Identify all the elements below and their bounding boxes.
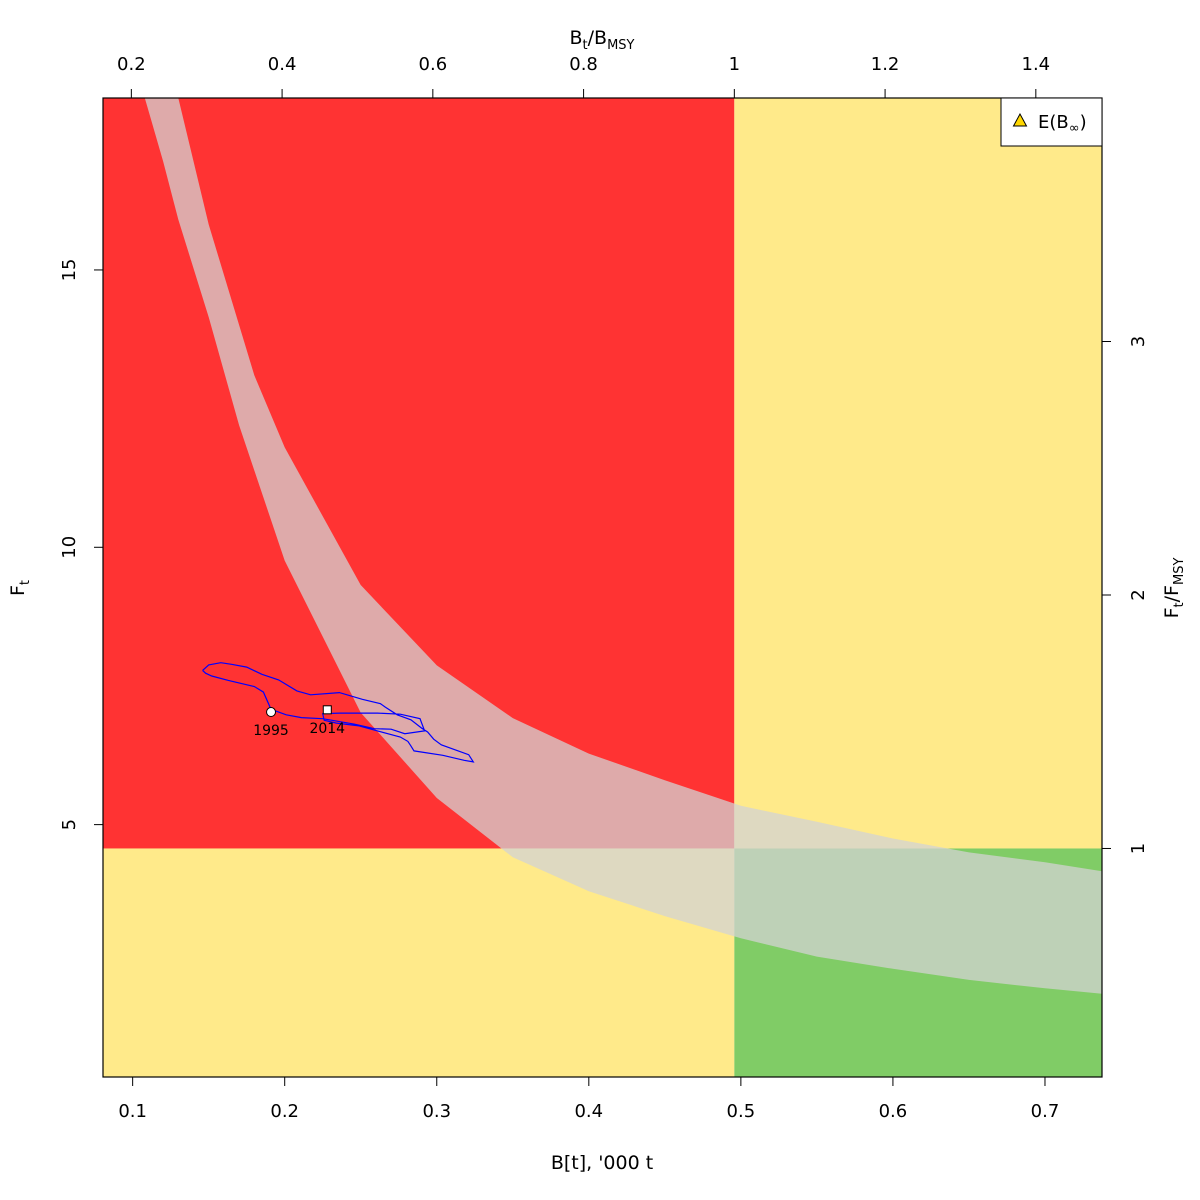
legend: E(B∞) — [1000, 97, 1103, 147]
bottom-tick-label: 0.4 — [574, 1101, 603, 1122]
bottom-axis-title: B[t], '000 t — [551, 1152, 653, 1174]
bottom-axis: 0.1 0.2 0.3 0.4 0.5 0.6 0.7 — [118, 1077, 1059, 1122]
equilibrium-band — [144, 98, 1102, 994]
plot-area: 1995 2014 — [103, 98, 1102, 1077]
bottom-tick-label: 0.7 — [1031, 1101, 1060, 1122]
left-axis-title: Ft — [7, 580, 33, 596]
top-tick-label: 0.6 — [419, 54, 448, 75]
top-axis-title: Bt/BMSY — [569, 27, 634, 53]
triangle-icon — [1012, 112, 1028, 127]
bottom-tick-label: 0.2 — [270, 1101, 299, 1122]
right-axis: 1 2 3 — [1102, 336, 1149, 854]
right-tick-label: 2 — [1128, 589, 1149, 600]
top-tick-label: 0.4 — [268, 54, 297, 75]
top-axis: 0.2 0.4 0.6 0.8 1 1.2 1.4 — [117, 54, 1050, 98]
bottom-tick-label: 0.6 — [879, 1101, 908, 1122]
year-markers: 1995 2014 — [253, 705, 345, 739]
plot-border — [102, 97, 1103, 1078]
top-tick-label: 0.8 — [569, 54, 598, 75]
right-tick-label: 3 — [1128, 336, 1149, 347]
marker-2014 — [322, 705, 332, 715]
bottom-tick-label: 0.1 — [118, 1101, 147, 1122]
left-axis: 5 10 15 — [59, 258, 103, 830]
top-tick-label: 1.2 — [871, 54, 900, 75]
top-tick-label: 0.2 — [117, 54, 146, 75]
legend-label: E(B∞) — [1038, 112, 1087, 136]
right-axis-title: Ft/FMSY — [1161, 558, 1187, 619]
year-label-2014: 2014 — [309, 721, 345, 737]
left-tick-label: 5 — [59, 819, 80, 830]
year-label-1995: 1995 — [253, 723, 289, 739]
stock-trajectory-line — [202, 662, 475, 763]
bottom-tick-label: 0.3 — [422, 1101, 451, 1122]
marker-1995 — [266, 707, 277, 718]
top-tick-label: 1 — [729, 54, 740, 75]
bottom-tick-label: 0.5 — [727, 1101, 756, 1122]
left-tick-label: 10 — [59, 536, 80, 559]
right-tick-label: 1 — [1128, 843, 1149, 854]
zone-healthy-overfishing — [734, 98, 1102, 849]
top-tick-label: 1.4 — [1022, 54, 1051, 75]
left-tick-label: 15 — [59, 258, 80, 281]
